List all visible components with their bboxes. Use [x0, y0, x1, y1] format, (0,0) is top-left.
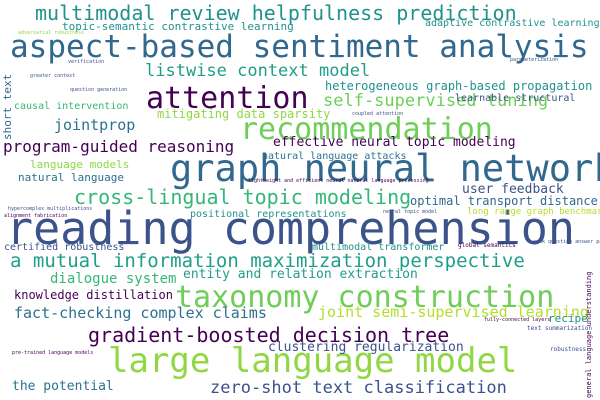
word-attention: attention [146, 81, 309, 116]
word-alignment-fabrication: alignment fabrication [4, 213, 68, 219]
word-listwise-context-model: listwise context model [145, 61, 371, 81]
word-language-models: language models [30, 158, 130, 171]
word-knowledge-distillation: knowledge distillation [14, 288, 173, 302]
word-general-language-understanding: general language understanding [585, 271, 593, 398]
word-reading-comprehension: reading comprehension [6, 202, 575, 255]
word-optimal-transport: optimal transport distance [410, 194, 598, 208]
word-aspect-based-sentiment-analysis: aspect-based sentiment analysis [10, 29, 589, 65]
word-greater-context: greater context [30, 73, 76, 79]
word-fully-connected-layers: fully-connected layers [484, 317, 551, 323]
word-global-semantics: global semantics [458, 242, 516, 249]
word-program-guided: program-guided reasoning [3, 137, 235, 156]
word-adaptive-contrastive: adaptive contrastive learning [425, 18, 600, 29]
word-self-supervised-tuning: self-supervised tuning [323, 91, 549, 111]
word-cross-lingual-topic-modeling: cross-lingual topic modeling [74, 185, 412, 209]
word-short-text: short text [1, 73, 14, 140]
word-heterogeneous: heterogeneous graph-based propagation [325, 79, 593, 93]
word-hypercomplex: hypercomplex multiplications [8, 206, 93, 212]
word-entity-relation: entity and relation extraction [183, 267, 418, 282]
word-the-potential: the potential [12, 379, 114, 394]
word-natural-language-attacks: natural language attacks [262, 151, 407, 162]
word-causal-intervention: causal intervention [14, 101, 129, 112]
word-rank-qa-pairs: rank question answer pairs [533, 239, 600, 245]
word-text-summarization: text summarization [527, 325, 593, 332]
word-natural-language: natural language [18, 171, 124, 184]
word-recipe: recipe [548, 312, 588, 325]
word-lightweight-nlp: lightweight and efficient neural natural… [248, 178, 429, 184]
word-zero-shot: zero-shot text classification [210, 378, 507, 398]
word-jointprop: jointprop [54, 116, 136, 134]
word-neural-topic-model: neural topic model [383, 209, 438, 215]
word-multimodal-transformer: multimodal transformer [312, 242, 445, 253]
word-long-range-graph: long range graph benchmark [467, 207, 600, 217]
word-topic-semantic: topic-semantic contrastive learning [62, 20, 294, 33]
word-multimodal-review: multimodal review helpfulness prediction [35, 1, 517, 25]
word-user-feedback: user feedback [462, 182, 564, 197]
word-pre-trained-lm: pre-trained language models [12, 350, 94, 356]
word-adversarial-robustness: adversarial robustness [18, 30, 85, 36]
word-recommendation: recommendation [240, 112, 493, 147]
word-learnable-structural: learnable structural [455, 93, 576, 104]
word-gradient-boosted: gradient-boosted decision tree [88, 323, 450, 347]
word-graph-neural-networks: graph neural networks [170, 147, 600, 190]
word-mitigating-data-sparsity: mitigating data sparsity [157, 107, 331, 121]
word-effective-neural-topic: effective neural topic modeling [273, 135, 516, 150]
word-mutual-information: a mutual information maximization perspe… [10, 250, 525, 272]
word-verification: verification [68, 59, 105, 65]
word-question-generation: question generation [70, 87, 128, 93]
word-coupled-attention: coupled attention [352, 111, 404, 117]
word-fact-checking: fact-checking complex claims [14, 304, 267, 322]
word-positional-representations: positional representations [190, 209, 347, 220]
word-taxonomy-construction: taxonomy construction [175, 280, 555, 315]
word-parameterization: parameterization [510, 57, 559, 63]
word-clustering-regularization: clustering regularization [268, 340, 464, 355]
word-joint-semi-supervised: joint semi-supervised learning [318, 303, 589, 321]
word-certified-robustness: certified robustness [4, 242, 125, 253]
word-large-language-model: large language model [108, 341, 518, 381]
word-dialogue-system: dialogue system [50, 271, 177, 287]
word-robustness: robustness [550, 346, 587, 353]
